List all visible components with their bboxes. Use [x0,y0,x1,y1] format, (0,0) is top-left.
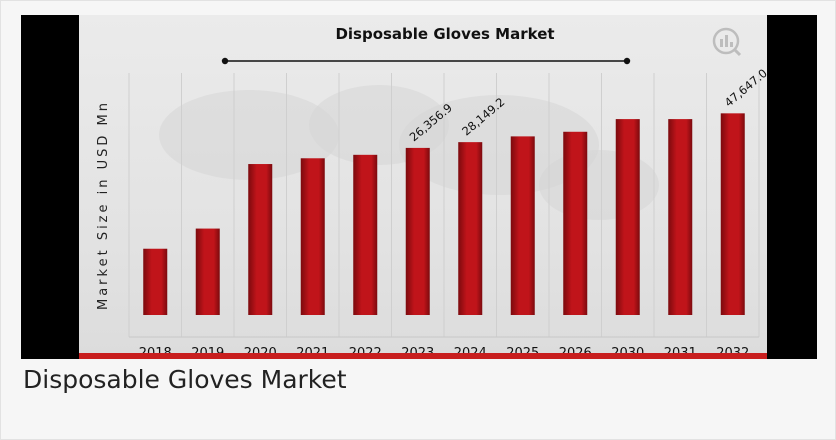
bar [195,228,220,315]
bar [405,147,430,315]
bar [563,131,588,315]
chart-image: Disposable Gloves Market Market Size in U… [21,15,817,359]
bar-chart: Disposable Gloves Market Market Size in U… [96,25,767,359]
bar [353,154,378,315]
bar [458,142,483,315]
bar [143,248,168,315]
chart-title: Disposable Gloves Market [335,25,554,43]
bar [720,113,745,315]
data-label: 47,647.0 [722,66,767,110]
y-axis-label: Market Size in USD Mn [96,100,111,310]
timeline-dot-left [221,57,229,65]
map-backdrop-shape [539,150,659,220]
bar [510,136,535,315]
map-backdrop-shape [159,90,339,180]
accent-strip [79,353,767,359]
image-caption: Disposable Gloves Market [23,365,347,394]
timeline-dot-right [623,57,631,65]
bar [248,164,273,315]
bar [615,119,640,315]
bar [300,158,325,315]
chart-panel: Disposable Gloves Market Market Size in U… [79,15,767,359]
bar [668,119,693,315]
brand-logo-icon [710,25,742,57]
